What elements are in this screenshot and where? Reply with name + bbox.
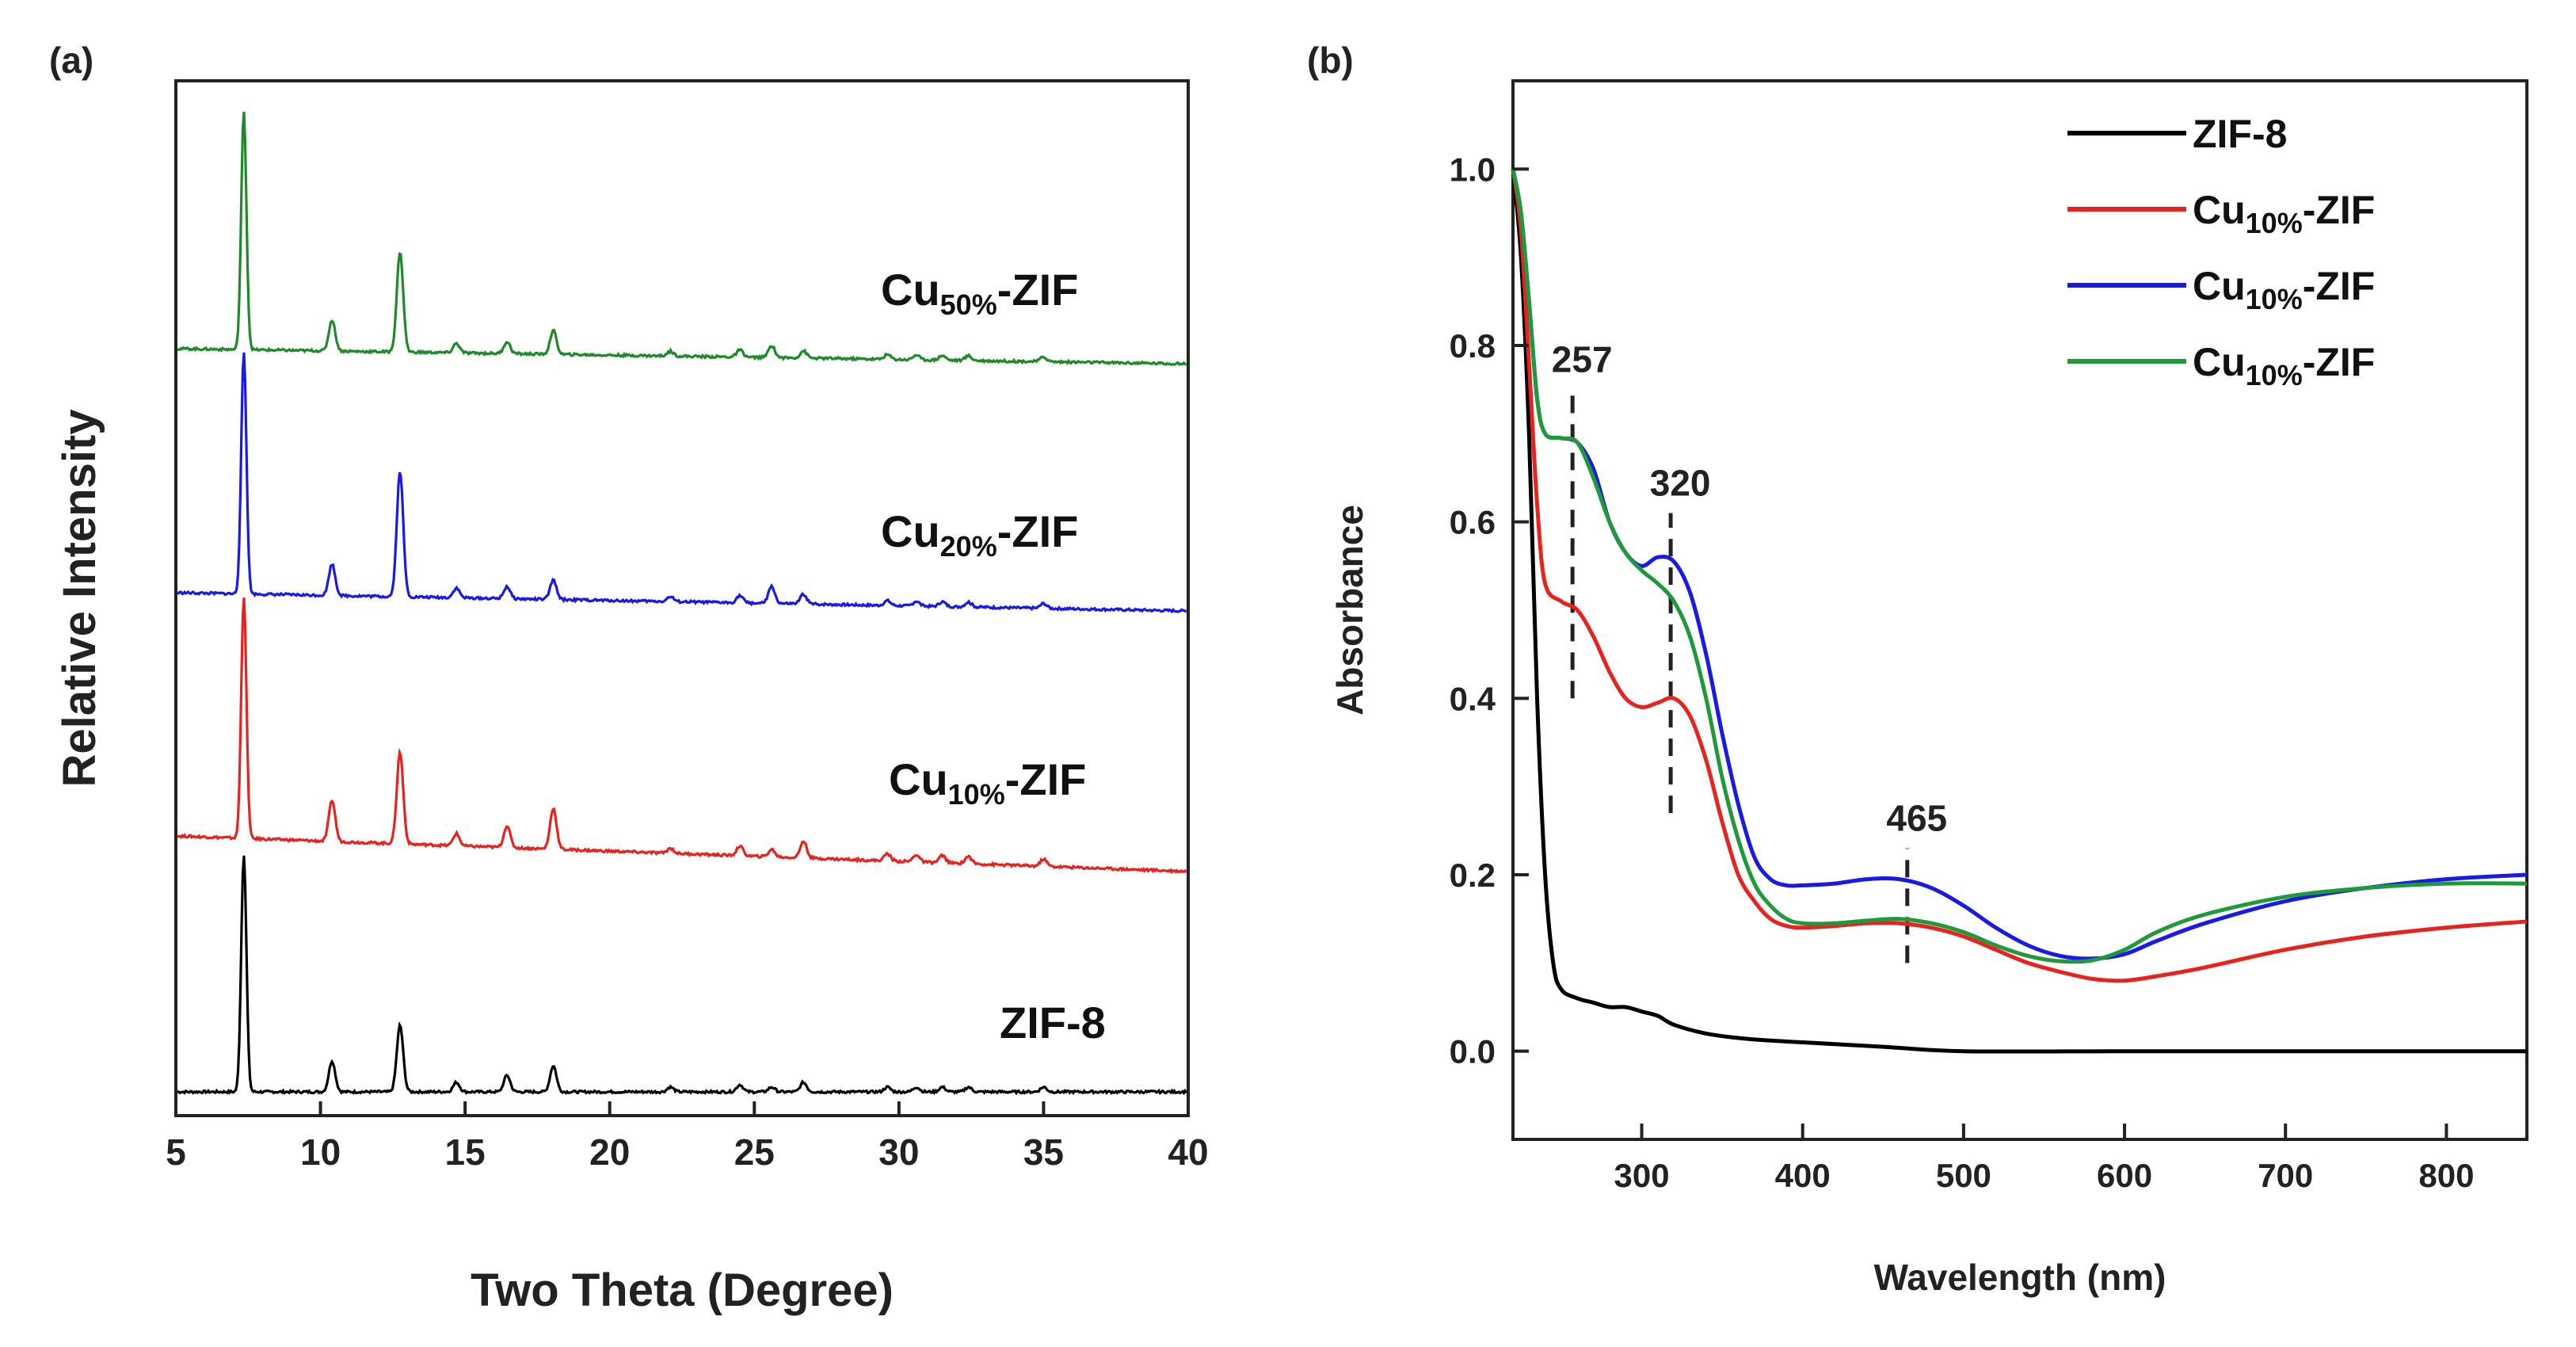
xrd-label-1-sub: 10%: [948, 778, 1005, 811]
xrd-line-zif8: [177, 855, 1187, 1096]
x-tick-label: 20: [589, 1131, 630, 1173]
b-x-tick-label: 400: [1775, 1157, 1831, 1194]
uvvis-line-3: [1511, 168, 2528, 964]
xrd-label-0: ZIF-8: [1000, 998, 1106, 1047]
panel-b-ticks: 300 400 500 600 700 800 0.0 0.2 0.4 0.6 0.8 1.0: [1450, 151, 2475, 1194]
xrd-label-3-main: Cu: [881, 265, 940, 315]
legend-label-3-sub: 10%: [2246, 359, 2303, 391]
xrd-label-1-main: Cu: [889, 754, 948, 804]
b-y-tick-label: 0.4: [1450, 680, 1496, 717]
xrd-label-2-main: Cu: [881, 506, 940, 556]
xrd-label-3-sub: 50%: [940, 288, 997, 321]
b-y-tick-label: 0.6: [1450, 504, 1496, 541]
x-tick-label: 25: [734, 1131, 775, 1173]
b-y-tick-label: 0.2: [1450, 857, 1496, 894]
b-y-tick-label: 1.0: [1450, 151, 1496, 188]
b-x-tick-label: 700: [2258, 1157, 2313, 1194]
legend-label-0: ZIF-8: [2193, 112, 2287, 156]
uvvis-line-1: [1511, 168, 2528, 983]
b-y-tick-label: 0.0: [1450, 1033, 1496, 1070]
legend-label-2-suffix: -ZIF: [2303, 264, 2376, 308]
legend-label-3-main: Cu: [2193, 340, 2246, 384]
x-tick-label: 40: [1168, 1131, 1208, 1173]
xrd-label-2-suffix: -ZIF: [997, 506, 1079, 556]
legend-label-1-sub: 10%: [2246, 207, 2303, 239]
legend-label-3: Cu10%-ZIF: [2193, 340, 2375, 391]
x-tick-label: 5: [166, 1131, 186, 1173]
annotation-label-465: 465: [1886, 798, 1947, 839]
xrd-label-1-suffix: -ZIF: [1005, 754, 1087, 804]
uvvis-line-0: [1511, 169, 2528, 1054]
xrd-label-3-suffix: -ZIF: [997, 265, 1079, 315]
xrd-label-1: Cu10%-ZIF: [889, 754, 1086, 811]
legend-label-2-main: Cu: [2193, 264, 2246, 308]
legend-label-1-suffix: -ZIF: [2303, 188, 2376, 232]
panel-b-frame: [1511, 79, 2528, 1141]
x-tick-label: 30: [878, 1131, 919, 1173]
panel-b-x-axis-title: Wavelength (nm): [1874, 1257, 2166, 1298]
legend-label-1-main: Cu: [2193, 188, 2246, 232]
b-y-tick-label: 0.8: [1450, 327, 1496, 364]
panel-a-xrd: (a) 5 10 15 20 25 30 35 40 ZIF-8Cu10%-ZIFCu20%-…: [49, 40, 1209, 1316]
legend-label-0-main: ZIF-8: [2193, 112, 2287, 156]
xrd-line-cu20: [177, 352, 1187, 614]
b-x-tick-label: 600: [2097, 1157, 2152, 1194]
panel-a-frame: [174, 79, 1190, 1117]
panel-a-curves: [177, 111, 1187, 1096]
panel-a-x-ticks: 5 10 15 20 25 30 35 40: [166, 1101, 1209, 1173]
panel-a-label: (a): [49, 40, 93, 81]
legend-label-1: Cu10%-ZIF: [2193, 188, 2375, 239]
legend-label-2-sub: 10%: [2246, 283, 2303, 315]
b-x-tick-label: 500: [1936, 1157, 1991, 1194]
b-x-tick-label: 800: [2418, 1157, 2474, 1194]
x-tick-label: 15: [445, 1131, 486, 1173]
xrd-label-2-sub: 20%: [940, 530, 997, 563]
legend-label-2: Cu10%-ZIF: [2193, 264, 2375, 315]
panel-b-label: (b): [1307, 40, 1354, 81]
annotation-label-257: 257: [1552, 339, 1613, 380]
panel-a-x-axis-title: Two Theta (Degree): [471, 1265, 894, 1316]
panel-a-y-axis-title: Relative Intensity: [54, 409, 105, 787]
xrd-line-cu10: [177, 597, 1187, 875]
panel-b-annotations: 257 320 465: [1552, 339, 1947, 964]
xrd-label-3: Cu50%-ZIF: [881, 265, 1078, 321]
xrd-line-cu50: [177, 111, 1187, 367]
b-x-tick-label: 300: [1614, 1157, 1670, 1194]
panel-b-uvvis: (b) 257 320 465 300 400 500 600 700 800 0.0 0.2 0.…: [1307, 40, 2528, 1298]
panel-b-y-axis-title: Absorbance: [1329, 505, 1370, 715]
xrd-label-2: Cu20%-ZIF: [881, 506, 1078, 563]
x-tick-label: 35: [1023, 1131, 1064, 1173]
x-tick-label: 10: [300, 1131, 341, 1173]
xrd-label-0-main: ZIF-8: [1000, 998, 1106, 1047]
annotation-label-320: 320: [1650, 463, 1711, 504]
panel-b-curves: [1511, 168, 2528, 1054]
legend-label-3-suffix: -ZIF: [2303, 340, 2376, 384]
